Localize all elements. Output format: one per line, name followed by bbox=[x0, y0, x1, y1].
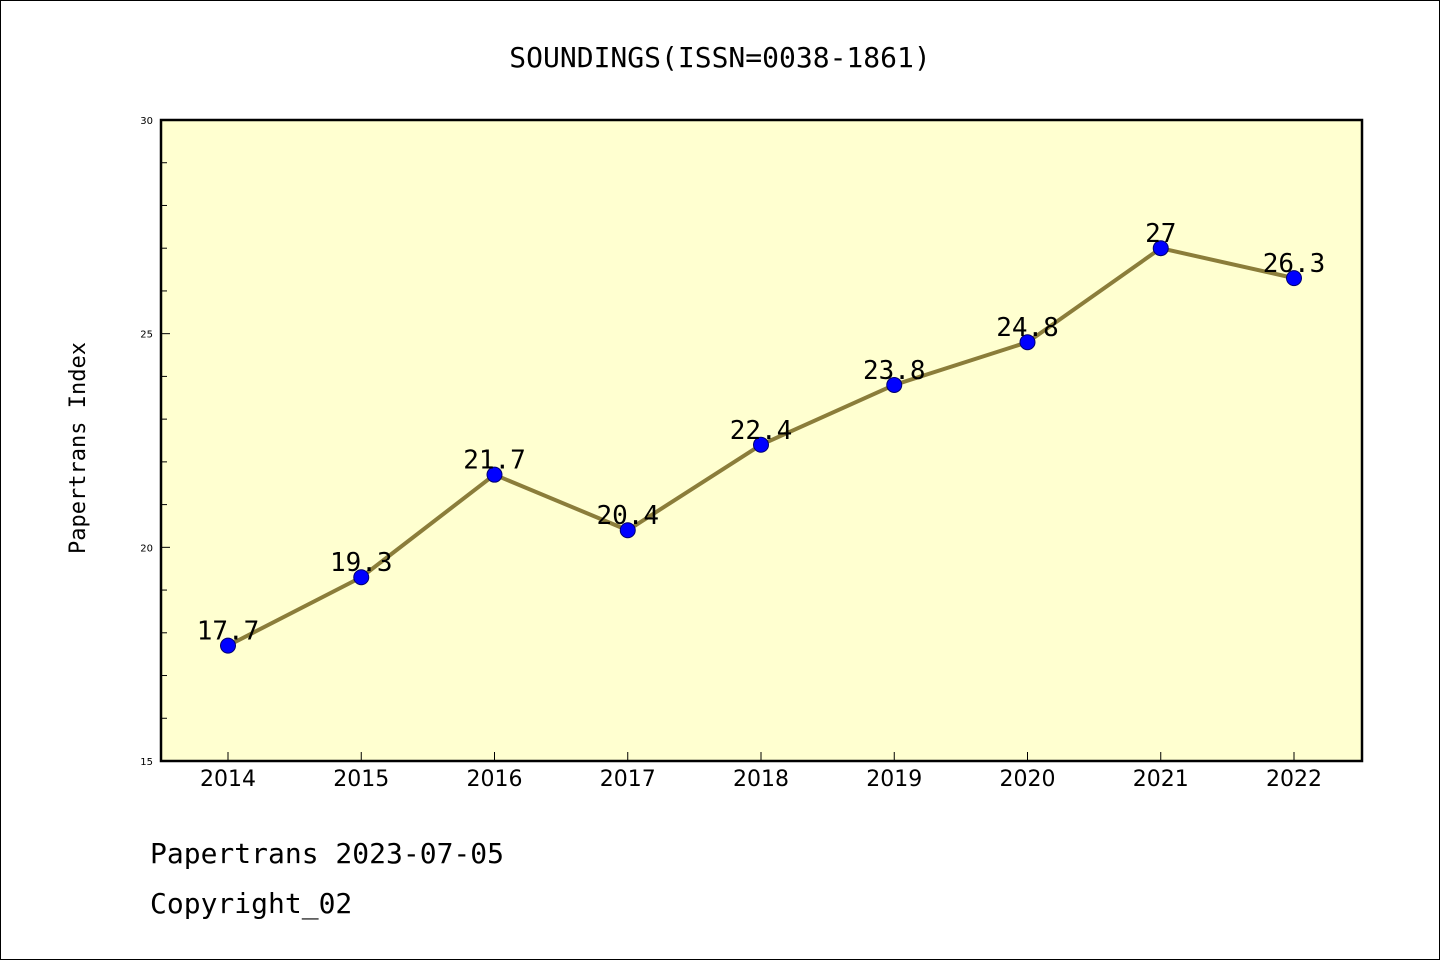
data-point bbox=[886, 376, 903, 393]
data-label: 17.7 bbox=[197, 617, 260, 647]
data-label: 23.8 bbox=[863, 356, 926, 386]
data-label: 20.4 bbox=[596, 501, 659, 531]
x-tick-label: 2019 bbox=[866, 767, 922, 792]
data-label: 26.3 bbox=[1263, 249, 1326, 279]
data-label: 24.8 bbox=[996, 313, 1059, 343]
y-axis: 15 20 25 30 bbox=[140, 116, 170, 768]
data-label: 21.7 bbox=[463, 446, 526, 476]
x-tick-label: 2021 bbox=[1133, 767, 1189, 792]
chart-title: SOUNDINGS(ISSN=0038-1861) bbox=[509, 41, 930, 74]
y-tick-label: 25 bbox=[140, 330, 153, 341]
x-tick-label: 2015 bbox=[333, 767, 389, 792]
x-tick-label: 2020 bbox=[1000, 767, 1056, 792]
data-point bbox=[619, 522, 636, 539]
y-tick-label: 30 bbox=[140, 116, 153, 127]
y-tick-label: 20 bbox=[140, 543, 153, 554]
x-tick-label: 2017 bbox=[600, 767, 656, 792]
data-point bbox=[486, 466, 503, 483]
data-point bbox=[753, 436, 769, 453]
data-label: 27 bbox=[1145, 219, 1176, 249]
data-point bbox=[353, 569, 370, 586]
x-tick-label: 2014 bbox=[200, 767, 256, 792]
data-point bbox=[220, 637, 236, 654]
data-label: 22.4 bbox=[730, 416, 793, 446]
footer-date-text: Papertrans 2023-07-05 bbox=[150, 837, 505, 870]
data-point bbox=[1019, 334, 1036, 351]
x-tick-label: 2022 bbox=[1266, 767, 1322, 792]
data-label: 19.3 bbox=[330, 548, 393, 578]
footer-copyright-text: Copyright_02 bbox=[150, 887, 353, 920]
series-layer: 17.7 19.3 21.7 20.4 22.4 23.8 24.8 27 26.3 bbox=[197, 219, 1326, 654]
y-axis-label: Papertrans Index bbox=[66, 342, 91, 554]
x-tick-label: 2016 bbox=[467, 767, 523, 792]
x-axis: 2014 2015 2016 2017 2018 2019 2020 2021 2022 bbox=[200, 752, 1322, 792]
y-tick-label: 15 bbox=[140, 757, 153, 768]
data-point bbox=[1152, 240, 1169, 257]
data-point bbox=[1286, 270, 1302, 287]
x-tick-label: 2018 bbox=[733, 767, 789, 792]
